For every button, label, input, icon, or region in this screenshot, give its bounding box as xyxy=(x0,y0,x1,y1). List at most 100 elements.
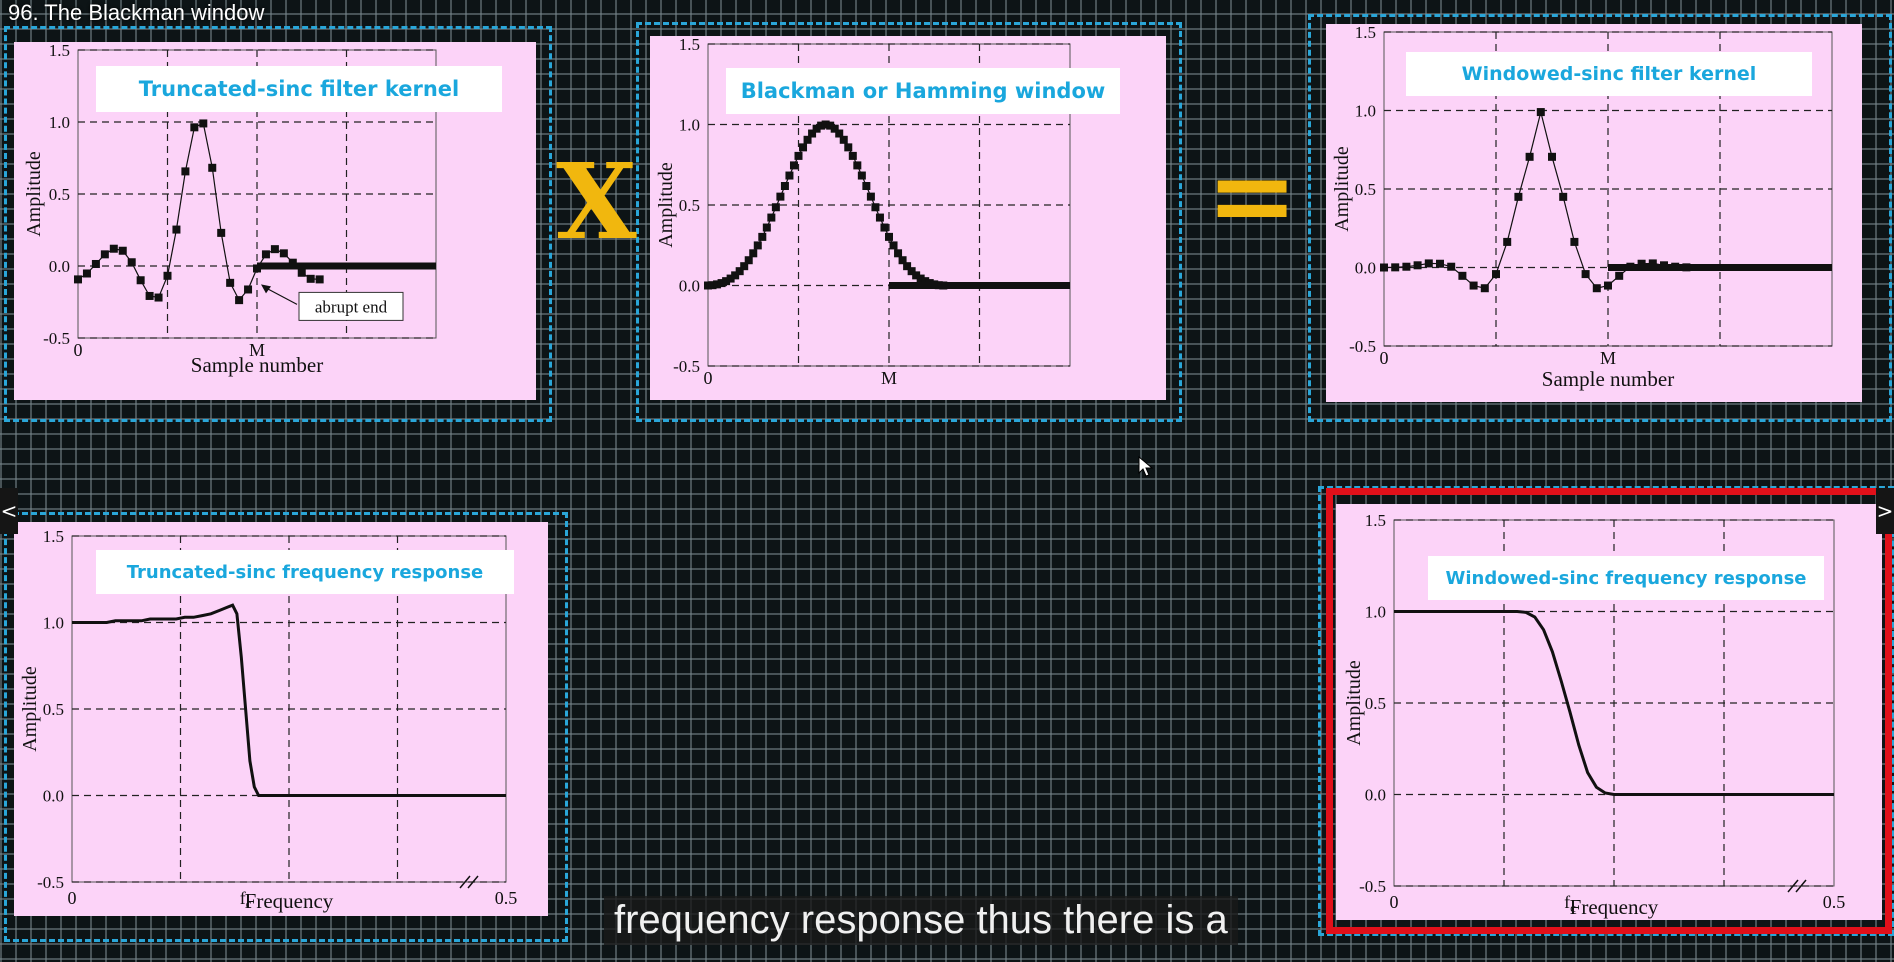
series-line xyxy=(72,603,506,797)
x-axis-label: Frequency xyxy=(1570,895,1659,919)
y-tick-label: 0.5 xyxy=(1355,180,1376,199)
data-point xyxy=(758,232,767,241)
data-point xyxy=(1637,259,1646,268)
data-point xyxy=(880,223,889,232)
next-button[interactable]: > xyxy=(1876,488,1894,534)
data-point xyxy=(885,232,893,241)
y-tick-label: -0.5 xyxy=(43,329,70,348)
chart-window: -0.5 0.0 0.5 1.0 1.5 0 M Amplitude xyxy=(655,36,1071,388)
data-point xyxy=(894,249,903,258)
data-point xyxy=(1581,270,1590,279)
data-point xyxy=(921,277,930,286)
data-point xyxy=(704,281,712,290)
data-point xyxy=(1514,192,1523,201)
y-tick-label: -0.5 xyxy=(673,357,700,376)
y-axis-label: Amplitude xyxy=(1331,146,1353,232)
data-point xyxy=(857,171,866,180)
y-tick-label: 0.5 xyxy=(43,700,64,719)
data-point xyxy=(844,143,853,152)
data-point xyxy=(244,285,253,294)
data-point xyxy=(776,192,785,201)
data-point xyxy=(916,274,925,283)
y-tick-label: 1.5 xyxy=(1355,24,1376,42)
data-point xyxy=(717,279,726,288)
series-line xyxy=(77,122,320,302)
data-point xyxy=(817,121,826,130)
x-tick-label: 0 xyxy=(704,368,713,388)
y-tick-label: 1.0 xyxy=(679,116,700,135)
y-tick-label: 1.5 xyxy=(43,527,64,546)
data-point xyxy=(808,129,817,138)
data-point xyxy=(762,223,771,232)
data-point xyxy=(127,258,136,267)
data-point xyxy=(740,262,749,271)
frame-win-freq xyxy=(1318,486,1894,936)
y-tick-label: 0.5 xyxy=(679,196,700,215)
y-tick-label: 1.0 xyxy=(49,113,70,132)
y-tick-label: 0.0 xyxy=(43,787,64,806)
data-point xyxy=(1469,281,1478,290)
data-point xyxy=(1458,271,1467,280)
data-point xyxy=(898,256,907,265)
panel-trunc-freq: -0.5 0.0 0.5 1.0 1.5 0 fc 0.5 Frequency Amplitude… xyxy=(14,522,548,916)
data-point xyxy=(853,161,862,170)
data-point xyxy=(163,271,172,280)
data-point xyxy=(1604,281,1612,290)
y-tick-label: 0.0 xyxy=(1365,786,1386,805)
data-point xyxy=(735,267,744,276)
data-point xyxy=(279,249,288,258)
data-point xyxy=(753,241,762,250)
y-tick-label: 1.0 xyxy=(1365,603,1386,622)
data-point xyxy=(1525,152,1534,161)
data-point xyxy=(722,277,731,286)
data-point xyxy=(1592,284,1601,293)
y-axis-label: Amplitude xyxy=(23,151,45,237)
data-point xyxy=(835,129,844,138)
chart-title-win-freq: Windowed-sinc frequency response xyxy=(1428,556,1824,600)
y-tick-label: -0.5 xyxy=(37,873,64,892)
panel-windowed-kernel: -0.5 0.0 0.5 1.0 1.5 0 M Sample number Amplitude… xyxy=(1326,24,1862,402)
data-point xyxy=(109,244,118,253)
y-tick-label: 0.0 xyxy=(49,257,70,276)
axis-break-mark xyxy=(1795,879,1807,893)
chart-title-trunc-freq: Truncated-sinc frequency response xyxy=(96,550,514,594)
x-tick-label: 0.5 xyxy=(495,888,518,908)
data-point xyxy=(889,241,898,250)
data-point xyxy=(199,119,208,128)
frame-window xyxy=(636,22,1182,422)
data-point xyxy=(1570,237,1579,246)
data-point xyxy=(771,203,780,212)
x-axis-label: Frequency xyxy=(245,889,334,913)
axis-break-mark xyxy=(1787,879,1799,893)
data-point xyxy=(82,269,91,278)
y-tick-label: 0.5 xyxy=(1365,694,1386,713)
data-point xyxy=(1503,237,1512,246)
data-point xyxy=(217,228,226,237)
data-point xyxy=(1402,262,1411,271)
series-line xyxy=(1394,610,1834,796)
chart-title-kernel: Truncated-sinc filter kernel xyxy=(96,66,502,112)
data-point xyxy=(821,120,830,129)
x-tick-label: 0 xyxy=(1390,892,1399,912)
data-point xyxy=(226,278,235,287)
prev-button[interactable]: < xyxy=(0,488,18,534)
data-point xyxy=(826,121,835,130)
x-tick-label: 0.5 xyxy=(1823,892,1846,912)
data-point xyxy=(830,124,839,133)
equals-symbol: = xyxy=(1206,130,1299,259)
annotation-label: abrupt end xyxy=(315,297,388,316)
x-axis-label: Sample number xyxy=(1542,367,1674,391)
data-point xyxy=(118,246,127,255)
data-point xyxy=(803,135,812,144)
data-point xyxy=(1380,263,1388,272)
data-point xyxy=(912,271,921,280)
y-tick-label: -0.5 xyxy=(1359,877,1386,896)
data-point xyxy=(190,123,199,132)
data-point xyxy=(866,192,875,201)
data-point xyxy=(154,293,163,302)
data-point xyxy=(306,274,315,283)
